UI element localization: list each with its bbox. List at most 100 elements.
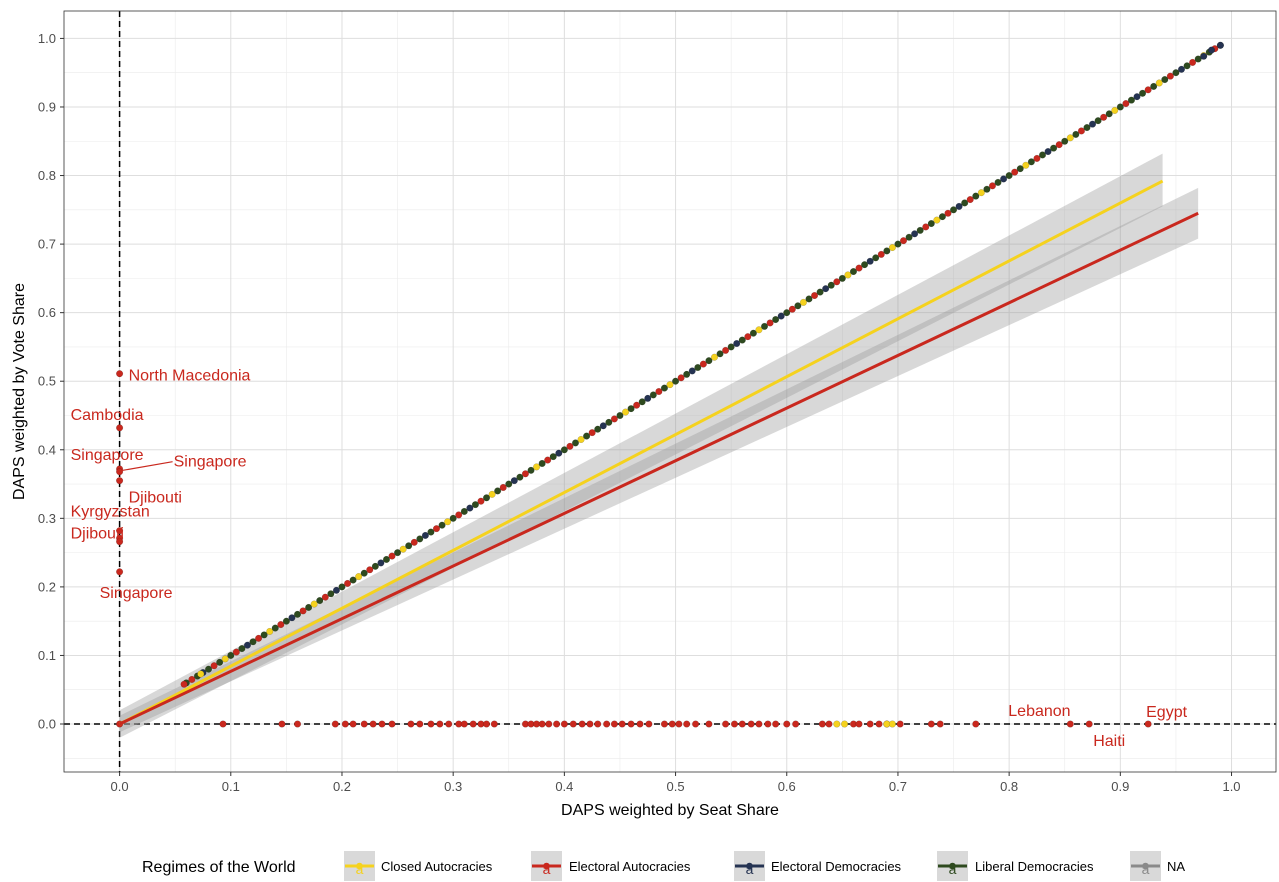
data-point (1000, 175, 1008, 183)
data-point (378, 720, 386, 728)
data-point (603, 720, 611, 728)
data-point (469, 720, 477, 728)
data-point (505, 480, 513, 488)
data-point (527, 466, 535, 474)
data-point (227, 651, 235, 659)
data-point (216, 658, 224, 666)
data-point (553, 720, 561, 728)
data-point (1085, 720, 1093, 728)
data-point (221, 655, 229, 663)
x-axis-title: DAPS weighted by Seat Share (561, 802, 779, 819)
data-point (445, 720, 453, 728)
data-point (232, 648, 240, 656)
data-point (349, 720, 357, 728)
data-point (888, 244, 896, 252)
data-point (460, 507, 468, 515)
data-point (1094, 117, 1102, 125)
data-point (571, 439, 579, 447)
x-tick-label: 0.7 (889, 779, 907, 794)
data-point (694, 364, 702, 372)
legend-key-letter: a (356, 861, 364, 877)
data-point (710, 353, 718, 361)
data-point (811, 292, 819, 300)
data-point (1177, 65, 1185, 73)
data-point (405, 542, 413, 550)
data-point (877, 250, 885, 258)
data-point (675, 720, 683, 728)
data-point (1016, 165, 1024, 173)
data-point (249, 638, 257, 646)
data-point (588, 429, 596, 437)
data-point (894, 240, 902, 248)
data-point (360, 720, 368, 728)
data-point (605, 418, 613, 426)
data-point (666, 381, 674, 389)
data-point (377, 559, 385, 567)
data-point (294, 610, 302, 618)
data-point (896, 720, 904, 728)
data-point (916, 226, 924, 234)
data-point (594, 720, 602, 728)
data-point (841, 720, 849, 728)
data-point (427, 720, 435, 728)
data-point (972, 720, 980, 728)
data-point (282, 617, 290, 625)
data-point (416, 720, 424, 728)
y-tick-label: 0.9 (38, 99, 56, 114)
data-point (618, 720, 626, 728)
data-point (578, 720, 586, 728)
data-point (727, 343, 735, 351)
data-point (911, 230, 919, 238)
data-point (255, 634, 263, 642)
annotation-label: Cambodia (71, 407, 144, 424)
data-point (260, 631, 268, 639)
data-point (883, 247, 891, 255)
data-point (538, 459, 546, 467)
data-point (436, 720, 444, 728)
data-point (616, 411, 624, 419)
data-point (766, 319, 774, 327)
data-point (638, 398, 646, 406)
data-point (772, 720, 780, 728)
data-point (299, 607, 307, 615)
data-point (210, 662, 218, 670)
data-point (466, 504, 474, 512)
data-point (116, 370, 124, 378)
data-point (569, 720, 577, 728)
data-point (310, 600, 318, 608)
data-point (1216, 41, 1224, 49)
data-point (277, 621, 285, 629)
data-point (538, 720, 546, 728)
data-point (371, 562, 379, 570)
data-point (644, 394, 652, 402)
data-point (197, 670, 205, 678)
data-point (349, 576, 357, 584)
data-point (1044, 148, 1052, 156)
data-point (116, 538, 124, 546)
data-point (490, 720, 498, 728)
data-point (1133, 93, 1141, 101)
data-point (316, 597, 324, 605)
data-point (838, 274, 846, 282)
data-point (1194, 55, 1202, 63)
fit-lines (118, 179, 1199, 726)
data-point (1189, 58, 1197, 66)
legend-key-letter: a (543, 861, 551, 877)
data-point (533, 463, 541, 471)
data-point (722, 720, 730, 728)
data-point (399, 545, 407, 553)
fit-line (118, 179, 1164, 726)
data-point (1066, 134, 1074, 142)
data-point (116, 468, 124, 476)
data-point (1083, 124, 1091, 132)
data-point (610, 415, 618, 423)
x-tick-label: 0.8 (1000, 779, 1018, 794)
data-point (744, 333, 752, 341)
data-point (705, 720, 713, 728)
annotation-label: Egypt (1146, 704, 1187, 721)
legend-key-point (746, 862, 753, 870)
x-tick-label: 0.0 (111, 779, 129, 794)
data-point (583, 432, 591, 440)
data-point (360, 569, 368, 577)
data-point (432, 525, 440, 533)
